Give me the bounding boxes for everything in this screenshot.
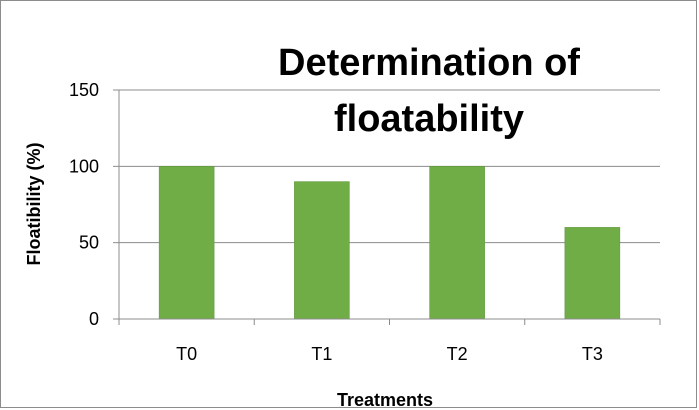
y-axis-label: Floatibility (%) bbox=[24, 143, 44, 266]
chart-title-line-1: Determination of bbox=[278, 42, 580, 84]
bar-T0 bbox=[158, 166, 215, 320]
x-tick-label-T1: T1 bbox=[311, 344, 332, 364]
x-tick-labels: T0 T1 T2 T3 bbox=[176, 344, 603, 364]
x-tick-label-T3: T3 bbox=[582, 344, 603, 364]
bar-T3 bbox=[564, 227, 621, 320]
y-tick-label: 150 bbox=[69, 80, 99, 100]
bar-T1 bbox=[294, 181, 350, 320]
x-tick-label-T0: T0 bbox=[176, 344, 197, 364]
bar-T2 bbox=[429, 166, 485, 320]
x-tick-label-T2: T2 bbox=[447, 344, 468, 364]
y-tick-label: 0 bbox=[89, 309, 99, 329]
chart-title-line-2: floatability bbox=[334, 98, 524, 140]
axes bbox=[113, 89, 661, 325]
y-tick-label: 100 bbox=[69, 156, 99, 176]
bars bbox=[158, 166, 621, 320]
x-axis-label: Treatments bbox=[337, 390, 433, 409]
y-tick-label: 50 bbox=[79, 233, 99, 253]
y-tick-labels: 0 50 100 150 bbox=[69, 80, 99, 329]
